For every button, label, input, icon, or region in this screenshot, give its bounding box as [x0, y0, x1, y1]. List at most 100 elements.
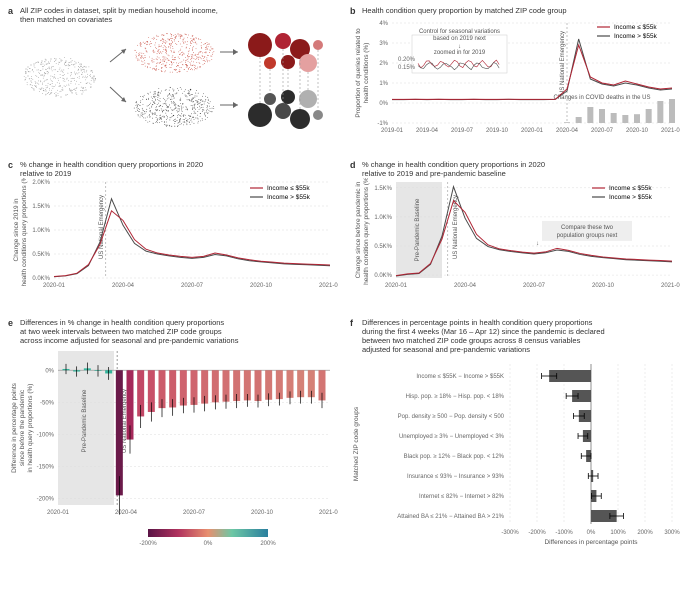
svg-text:2019-07: 2019-07	[451, 128, 474, 134]
svg-text:2020-04: 2020-04	[112, 283, 135, 289]
svg-text:2020-07: 2020-07	[183, 510, 206, 516]
svg-text:Change since before pandemic i: Change since before pandemic in	[355, 181, 362, 278]
svg-text:0.5K%: 0.5K%	[32, 252, 50, 258]
svg-text:0.0K%: 0.0K%	[32, 276, 50, 282]
svg-text:2020-10: 2020-10	[251, 510, 274, 516]
svg-text:2.0K%: 2.0K%	[32, 180, 50, 186]
svg-text:1.5K%: 1.5K%	[374, 186, 392, 192]
svg-text:US National Emergency: US National Emergency	[560, 31, 566, 95]
svg-text:Differences in percentage poin: Differences in percentage points	[544, 539, 638, 546]
svg-text:2020-01: 2020-01	[385, 283, 408, 289]
svg-text:Internet ≤ 82% − Internet > 82: Internet ≤ 82% − Internet > 82%	[419, 494, 505, 500]
svg-text:Difference in percentage point: Difference in percentage points	[11, 382, 18, 473]
svg-text:-100%: -100%	[37, 432, 55, 438]
svg-text:2020-04: 2020-04	[556, 128, 579, 134]
svg-text:Proportion of queries related: Proportion of queries related to	[355, 28, 362, 118]
svg-text:in health query proportions (%: in health query proportions (%)	[27, 384, 34, 473]
svg-text:100%: 100%	[610, 530, 626, 536]
svg-text:Income > $55k: Income > $55k	[267, 194, 311, 201]
svg-text:Hisp. pop. ≥ 18% − Hisp. pop.: Hisp. pop. ≥ 18% − Hisp. pop. < 18%	[406, 394, 505, 400]
panel-b-title: Health condition query proportion by mat…	[362, 6, 680, 15]
svg-text:Change since 2019 in: Change since 2019 in	[13, 198, 20, 261]
svg-text:2019-04: 2019-04	[416, 128, 439, 134]
svg-text:Pre-Pandemic Baseline: Pre-Pandemic Baseline	[415, 198, 421, 261]
svg-text:health conditions (%): health conditions (%)	[363, 43, 370, 104]
svg-text:2019-01: 2019-01	[381, 128, 404, 134]
svg-text:Income ≤ $55k: Income ≤ $55k	[609, 185, 652, 192]
svg-text:2020-10: 2020-10	[626, 128, 649, 134]
svg-text:health condition query proport: health condition query proportions (%)	[363, 178, 370, 285]
svg-text:Attained BA ≤ 21% − Attained B: Attained BA ≤ 21% − Attained BA > 21%	[397, 514, 504, 520]
svg-text:2020-10: 2020-10	[250, 283, 273, 289]
panel-a-diagram	[8, 27, 338, 142]
svg-text:200%: 200%	[260, 541, 276, 547]
svg-text:Pre-Pandemic Baseline: Pre-Pandemic Baseline	[82, 389, 88, 452]
panel-f-title: Differences in percentage points in heal…	[362, 318, 680, 354]
svg-text:Control for seasonal variation: Control for seasonal variations	[419, 29, 500, 35]
svg-text:0.5K%: 0.5K%	[374, 244, 392, 250]
svg-text:1.0K%: 1.0K%	[32, 228, 50, 234]
panel-f-chart: -300% -200% -100% 0% 100% 200% 300% Differences…	[350, 354, 680, 559]
svg-text:300%: 300%	[664, 530, 680, 536]
panel-c-title: % change in health condition query propo…	[20, 160, 338, 178]
svg-text:-50%: -50%	[40, 400, 55, 406]
svg-text:Compare these two: Compare these two	[561, 225, 614, 231]
svg-text:based on 2019 next: based on 2019 next	[433, 36, 486, 42]
svg-text:0%: 0%	[204, 541, 213, 547]
svg-text:0.0K%: 0.0K%	[374, 273, 392, 279]
svg-text:-150%: -150%	[37, 465, 55, 471]
svg-text:-200%: -200%	[37, 497, 55, 503]
svg-text:200%: 200%	[637, 530, 653, 536]
panel-a-title: All ZIP codes in dataset, split by media…	[20, 6, 338, 24]
panel-b: b Health condition query proportion by m…	[350, 6, 680, 151]
svg-text:-200%: -200%	[139, 541, 157, 547]
svg-text:2021-01: 2021-01	[661, 128, 680, 134]
svg-text:Income > $55k: Income > $55k	[609, 194, 653, 201]
svg-text:since before the pandemic: since before the pandemic	[19, 389, 26, 466]
svg-text:2021-01: 2021-01	[661, 283, 680, 289]
panel-f: f Differences in percentage points in he…	[350, 318, 680, 583]
svg-text:4%: 4%	[379, 21, 388, 27]
svg-text:health conditions query propor: health conditions query proportions (%)	[21, 178, 28, 287]
panel-d-letter: d	[350, 160, 356, 170]
svg-text:↓: ↓	[536, 241, 539, 247]
svg-text:Pop. density ≥ 500 − Pop. dens: Pop. density ≥ 500 − Pop. density < 500	[398, 414, 505, 420]
svg-text:Income > $55k: Income > $55k	[614, 33, 658, 40]
svg-text:0.15%: 0.15%	[398, 65, 416, 71]
panel-c-letter: c	[8, 160, 13, 170]
svg-text:3%: 3%	[379, 41, 388, 47]
svg-text:Unemployed ≥ 3% − Unemployed <: Unemployed ≥ 3% − Unemployed < 3%	[399, 434, 505, 440]
svg-text:2020-07: 2020-07	[591, 128, 614, 134]
svg-text:2020-10: 2020-10	[592, 283, 615, 289]
panel-a: a All ZIP codes in dataset, split by med…	[8, 6, 338, 146]
svg-text:0%: 0%	[587, 530, 596, 536]
svg-text:2021-01: 2021-01	[319, 283, 338, 289]
svg-text:2020-07: 2020-07	[523, 283, 546, 289]
panel-a-letter: a	[8, 6, 13, 16]
svg-text:1%: 1%	[379, 81, 388, 87]
svg-text:2019-10: 2019-10	[486, 128, 509, 134]
panel-b-letter: b	[350, 6, 356, 16]
svg-text:-100%: -100%	[555, 530, 573, 536]
svg-text:0%: 0%	[379, 101, 388, 107]
panel-e: e Differences in % change in health cond…	[8, 318, 338, 583]
svg-text:Income ≤ $55K − Income > $55K: Income ≤ $55K − Income > $55K	[416, 374, 504, 380]
panel-f-letter: f	[350, 318, 353, 328]
svg-text:-200%: -200%	[528, 530, 546, 536]
svg-text:-1%: -1%	[377, 121, 388, 127]
svg-text:2020-07: 2020-07	[181, 283, 204, 289]
svg-text:-300%: -300%	[501, 530, 519, 536]
svg-text:Income ≤ $55k: Income ≤ $55k	[614, 24, 657, 31]
svg-text:2021-01: 2021-01	[319, 510, 338, 516]
svg-text:1.0K%: 1.0K%	[374, 215, 392, 221]
svg-text:2020-01: 2020-01	[521, 128, 544, 134]
panel-b-chart: -1% 0% 1% 2% 3% 4% 2019-01 2019-04 2019-07 2019-1…	[350, 15, 680, 145]
panel-d-chart: Pre-Pandemic Baseline 0.0K% 0.5K% 1.0K% 1.5K…	[350, 178, 680, 296]
panel-e-chart: Pre-Pandemic Baseline -200% -150% -100% -50%…	[8, 345, 338, 567]
svg-text:Changes in COVID deaths in the: Changes in COVID deaths in the US	[553, 95, 650, 101]
svg-text:2%: 2%	[379, 61, 388, 67]
svg-text:2020-01: 2020-01	[43, 283, 66, 289]
panel-c-chart: 0.0K%0.5K%1.0K%1.5K%2.0K%2020-012020-042…	[8, 178, 338, 296]
panel-e-title: Differences in % change in health condit…	[20, 318, 338, 345]
svg-text:Insurance ≤ 93% − Insurance >: Insurance ≤ 93% − Insurance > 93%	[407, 474, 505, 480]
